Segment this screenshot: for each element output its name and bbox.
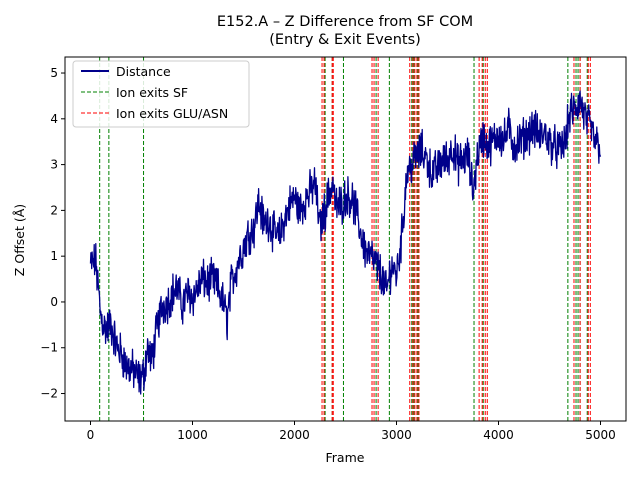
x-axis-ticks: 0 1000 2000 3000 4000 5000	[87, 421, 616, 442]
legend: Distance Ion exits SF Ion exits GLU/ASN	[72, 60, 250, 128]
series-line-distance	[89, 90, 602, 395]
y-tick-label: 2	[50, 203, 58, 217]
y-tick-label: 5	[50, 66, 58, 80]
y-axis-ticks: −2 −1 0 1 2 3 4 5	[40, 66, 65, 401]
y-tick-label: −2	[40, 387, 58, 401]
x-tick-label: 1000	[177, 428, 208, 442]
legend-frame	[72, 60, 250, 128]
x-tick-label: 3000	[381, 428, 412, 442]
legend-label-sf: Ion exits SF	[116, 85, 188, 100]
axes-frame	[64, 56, 627, 422]
y-axis-label: Z Offset (Å)	[12, 204, 27, 276]
legend-label-distance: Distance	[116, 64, 171, 79]
chart-subtitle: (Entry & Exit Events)	[269, 32, 421, 48]
y-tick-label: 3	[50, 158, 58, 172]
legend-label-glu-asn: Ion exits GLU/ASN	[116, 106, 228, 121]
y-tick-label: −1	[40, 341, 58, 355]
x-axis-label: Frame	[326, 450, 365, 465]
x-tick-label: 0	[87, 428, 95, 442]
x-tick-label: 4000	[483, 428, 514, 442]
y-tick-label: 4	[50, 112, 58, 126]
y-tick-label: 0	[50, 295, 58, 309]
plot-area	[89, 57, 602, 421]
x-tick-label: 5000	[585, 428, 616, 442]
x-tick-label: 2000	[279, 428, 310, 442]
y-tick-label: 1	[50, 249, 58, 263]
chart-title: E152.A – Z Difference from SF COM	[217, 14, 473, 30]
